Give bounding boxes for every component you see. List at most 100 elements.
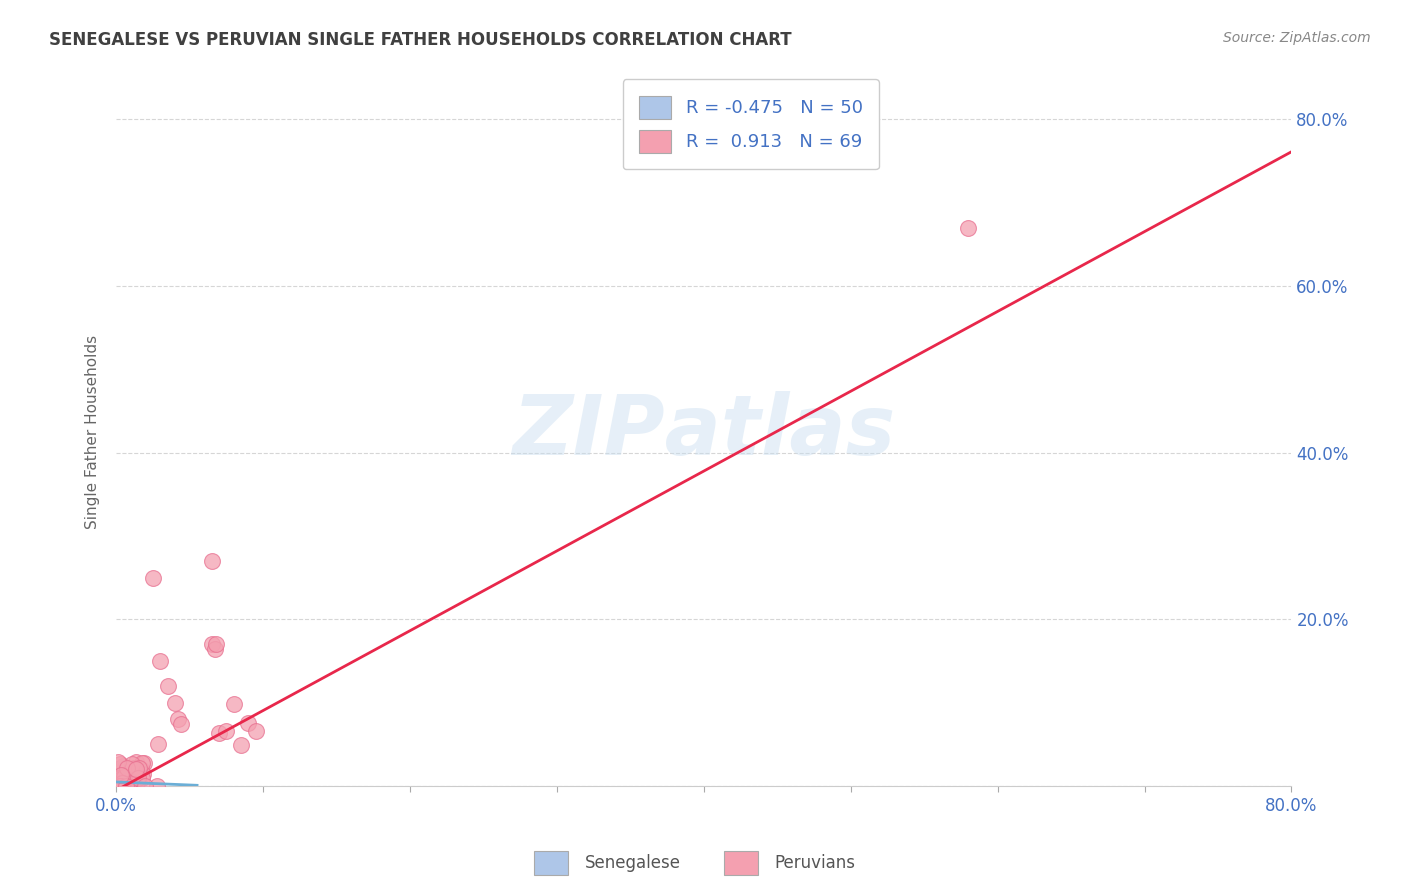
Point bbox=[148, 737, 170, 751]
Point bbox=[170, 716, 193, 731]
Point bbox=[111, 772, 134, 786]
Point bbox=[108, 773, 131, 788]
Point bbox=[108, 779, 131, 793]
Point bbox=[107, 771, 129, 785]
Point bbox=[204, 641, 226, 656]
Point bbox=[114, 775, 136, 789]
Point bbox=[108, 765, 131, 780]
Point bbox=[124, 772, 146, 787]
Point bbox=[156, 679, 179, 693]
Point bbox=[108, 766, 131, 780]
Point bbox=[122, 779, 145, 793]
Point bbox=[107, 755, 129, 769]
Point bbox=[111, 765, 134, 780]
Point bbox=[108, 771, 131, 785]
Point bbox=[146, 779, 169, 793]
Point bbox=[107, 769, 129, 783]
Point bbox=[111, 779, 134, 793]
Point bbox=[208, 725, 231, 739]
Point bbox=[121, 774, 143, 789]
Point bbox=[112, 772, 135, 787]
Point bbox=[117, 779, 139, 793]
Point bbox=[167, 713, 190, 727]
Point bbox=[201, 637, 224, 651]
Point bbox=[108, 779, 131, 793]
Point bbox=[122, 761, 145, 775]
Point bbox=[107, 770, 129, 784]
Point bbox=[120, 762, 142, 776]
Point bbox=[110, 776, 132, 790]
Point bbox=[957, 220, 980, 235]
Point bbox=[117, 761, 139, 775]
Text: SENEGALESE VS PERUVIAN SINGLE FATHER HOUSEHOLDS CORRELATION CHART: SENEGALESE VS PERUVIAN SINGLE FATHER HOU… bbox=[49, 31, 792, 49]
Point bbox=[105, 768, 128, 782]
Point bbox=[122, 763, 145, 777]
Y-axis label: Single Father Households: Single Father Households bbox=[86, 334, 100, 529]
Point bbox=[110, 772, 132, 786]
Point bbox=[108, 771, 131, 785]
Point bbox=[117, 764, 139, 778]
Point bbox=[222, 697, 245, 711]
Bar bbox=[534, 851, 568, 875]
Point bbox=[108, 772, 131, 787]
Point bbox=[105, 768, 128, 782]
Text: ZIP​atlas: ZIP​atlas bbox=[512, 392, 896, 472]
Point bbox=[105, 764, 128, 779]
Point bbox=[108, 772, 131, 786]
Point bbox=[131, 772, 153, 786]
Legend: R = -0.475   N = 50, R =  0.913   N = 69: R = -0.475 N = 50, R = 0.913 N = 69 bbox=[623, 79, 879, 169]
Point bbox=[111, 771, 134, 785]
Point bbox=[112, 774, 135, 789]
Point bbox=[107, 772, 129, 787]
Point bbox=[110, 768, 132, 782]
Point bbox=[115, 777, 138, 791]
Point bbox=[142, 571, 165, 585]
Point bbox=[112, 779, 135, 793]
Point bbox=[111, 769, 134, 783]
Point bbox=[107, 772, 129, 786]
Point bbox=[201, 554, 224, 568]
Point bbox=[131, 756, 153, 770]
Point bbox=[111, 769, 134, 783]
Text: Senegalese: Senegalese bbox=[585, 854, 681, 872]
Point bbox=[114, 768, 136, 782]
Point bbox=[112, 776, 135, 790]
Point bbox=[128, 761, 150, 775]
Point bbox=[127, 775, 149, 789]
Point bbox=[110, 779, 132, 793]
Point bbox=[238, 716, 260, 731]
Point bbox=[111, 759, 134, 773]
Point bbox=[132, 767, 155, 781]
Point bbox=[108, 766, 131, 780]
Point bbox=[125, 762, 148, 776]
Point bbox=[112, 758, 135, 772]
Point bbox=[125, 755, 148, 769]
Point bbox=[129, 763, 152, 777]
Point bbox=[127, 771, 149, 785]
Point bbox=[112, 764, 135, 778]
Point bbox=[107, 765, 129, 780]
Text: Peruvians: Peruvians bbox=[775, 854, 856, 872]
Point bbox=[110, 771, 132, 785]
Point bbox=[112, 771, 135, 785]
Point bbox=[107, 771, 129, 785]
Point bbox=[108, 772, 131, 786]
Point bbox=[115, 779, 138, 793]
Point bbox=[121, 756, 143, 771]
Point bbox=[110, 776, 132, 790]
Point bbox=[122, 772, 145, 786]
Point bbox=[118, 764, 141, 778]
Point bbox=[117, 779, 139, 793]
Point bbox=[105, 772, 128, 787]
Point bbox=[118, 779, 141, 793]
Point bbox=[115, 779, 138, 793]
Point bbox=[110, 756, 132, 771]
Point bbox=[112, 779, 135, 793]
Point bbox=[117, 768, 139, 782]
Point bbox=[112, 779, 135, 793]
Point bbox=[105, 770, 128, 784]
Point bbox=[134, 779, 156, 793]
Point bbox=[205, 637, 228, 651]
Point bbox=[149, 654, 172, 668]
Point bbox=[111, 765, 134, 780]
